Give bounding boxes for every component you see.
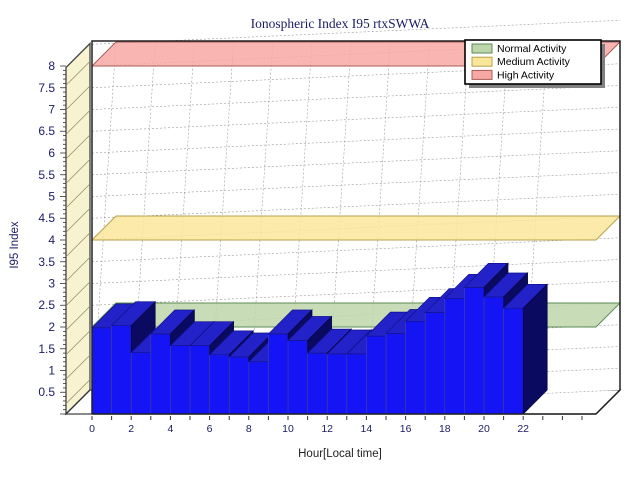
- svg-text:1: 1: [48, 364, 55, 378]
- svg-text:7.5: 7.5: [38, 81, 55, 95]
- svg-text:4: 4: [167, 423, 173, 435]
- svg-text:3.5: 3.5: [38, 255, 55, 269]
- svg-text:18: 18: [439, 423, 451, 435]
- svg-text:7: 7: [48, 103, 55, 117]
- svg-text:Hour[Local time]: Hour[Local time]: [298, 448, 382, 460]
- svg-text:6: 6: [48, 146, 55, 160]
- svg-text:5: 5: [48, 190, 55, 204]
- svg-text:16: 16: [400, 423, 412, 435]
- svg-text:Medium Activity: Medium Activity: [497, 56, 571, 68]
- svg-text:2: 2: [48, 320, 55, 334]
- svg-text:20: 20: [478, 423, 490, 435]
- svg-text:4.5: 4.5: [38, 211, 55, 225]
- svg-text:Normal Activity: Normal Activity: [497, 43, 567, 55]
- svg-text:0: 0: [89, 423, 95, 435]
- svg-text:6.5: 6.5: [38, 124, 55, 138]
- svg-text:2.5: 2.5: [38, 298, 55, 312]
- svg-text:I95 Index: I95 Index: [9, 221, 21, 269]
- svg-text:4: 4: [48, 233, 55, 247]
- svg-text:6: 6: [207, 423, 213, 435]
- svg-text:22: 22: [517, 423, 529, 435]
- svg-text:Ionospheric Index I95 rtxSWWA: Ionospheric Index I95 rtxSWWA: [251, 16, 430, 31]
- svg-text:0.5: 0.5: [38, 385, 55, 399]
- svg-text:2: 2: [128, 423, 134, 435]
- svg-text:8: 8: [48, 59, 55, 73]
- svg-text:3: 3: [48, 277, 55, 291]
- svg-text:12: 12: [321, 423, 333, 435]
- svg-text:High Activity: High Activity: [497, 69, 555, 81]
- svg-text:1.5: 1.5: [38, 342, 55, 356]
- svg-text:10: 10: [282, 423, 294, 435]
- svg-text:14: 14: [361, 423, 373, 435]
- svg-text:5.5: 5.5: [38, 168, 55, 182]
- svg-text:8: 8: [246, 423, 252, 435]
